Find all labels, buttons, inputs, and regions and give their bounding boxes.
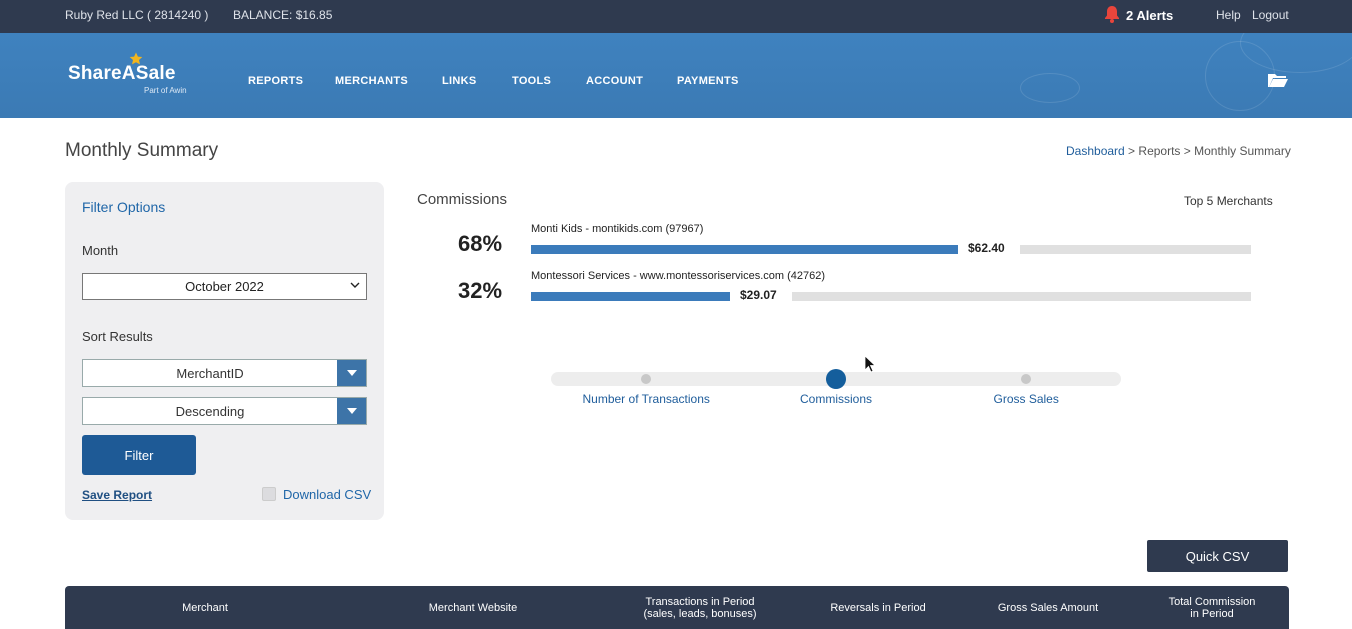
quick-csv-button[interactable]: Quick CSV xyxy=(1147,540,1288,572)
folder-icon[interactable] xyxy=(1267,71,1289,94)
caret-down-icon[interactable] xyxy=(337,360,366,386)
breadcrumb-separator: > xyxy=(1124,144,1139,158)
toggle-option-number-of-transactions[interactable]: Number of Transactions xyxy=(582,392,710,406)
alerts-label: 2 Alerts xyxy=(1126,8,1174,23)
sort-field-select[interactable]: MerchantID xyxy=(82,359,367,387)
caret-down-icon[interactable] xyxy=(337,398,366,424)
commission-value: $62.40 xyxy=(968,241,1005,255)
decoration xyxy=(1020,73,1080,103)
commission-bar xyxy=(531,245,958,254)
filter-title: Filter Options xyxy=(82,199,166,215)
month-label: Month xyxy=(82,243,119,258)
filter-button[interactable]: Filter xyxy=(82,435,196,475)
nav-tools[interactable]: TOOLS xyxy=(512,75,552,87)
table-column-header[interactable]: Merchant xyxy=(182,601,228,614)
mouse-cursor-icon xyxy=(864,355,877,378)
nav-payments[interactable]: PAYMENTS xyxy=(677,75,739,87)
balance: BALANCE: $16.85 xyxy=(233,8,333,22)
sort-field-value: MerchantID xyxy=(176,365,244,381)
download-csv-label[interactable]: Download CSV xyxy=(283,487,372,502)
chevron-down-icon xyxy=(350,280,360,293)
account-name: Ruby Red LLC ( 2814240 ) xyxy=(65,8,209,22)
top-merchants-label: Top 5 Merchants xyxy=(1184,194,1273,208)
logout-link[interactable]: Logout xyxy=(1252,8,1289,22)
sort-order-select[interactable]: Descending xyxy=(82,397,367,425)
bell-icon xyxy=(1104,5,1120,26)
sort-order-value: Descending xyxy=(175,403,245,419)
toggle-dot-number-of-transactions[interactable] xyxy=(641,374,651,384)
breadcrumb-reports[interactable]: Reports xyxy=(1138,144,1181,158)
merchant-label: Montessori Services - www.montessoriserv… xyxy=(531,270,826,282)
chart-title: Commissions xyxy=(417,191,508,208)
help-link[interactable]: Help xyxy=(1216,8,1241,22)
merchant-percent: 32% xyxy=(458,278,503,303)
filter-panel: Filter Options Month October 2022 Sort R… xyxy=(65,182,384,520)
toggle-dot-commissions[interactable] xyxy=(826,369,846,389)
download-csv-checkbox[interactable] xyxy=(262,487,276,501)
breadcrumb-dashboard[interactable]: Dashboard xyxy=(1066,144,1125,158)
main-nav: ShareASale Part of Awin REPORTS MERCHANT… xyxy=(0,33,1352,118)
nav-account[interactable]: ACCOUNT xyxy=(586,75,644,87)
commission-bar xyxy=(531,292,730,301)
table-column-header[interactable]: Reversals in Period xyxy=(830,601,926,614)
breadcrumb: Dashboard > Reports > Monthly Summary xyxy=(1066,144,1291,158)
commission-bar-track xyxy=(1020,245,1251,254)
save-report-link[interactable]: Save Report xyxy=(82,488,153,502)
toggle-option-commissions[interactable]: Commissions xyxy=(800,392,873,406)
merchant-percent: 68% xyxy=(458,231,503,256)
top-bar: Ruby Red LLC ( 2814240 ) BALANCE: $16.85… xyxy=(0,0,1352,33)
toggle-option-gross-sales[interactable]: Gross Sales xyxy=(993,392,1059,406)
logo[interactable]: ShareASale xyxy=(68,63,176,84)
merchant-label: Monti Kids - montikids.com (97967) xyxy=(531,223,704,235)
logo-subtitle: Part of Awin xyxy=(144,86,187,95)
table-column-header[interactable]: Total Commission in Period xyxy=(1168,595,1256,620)
breadcrumb-current: Monthly Summary xyxy=(1194,144,1291,158)
commission-value: $29.07 xyxy=(740,288,777,302)
table-column-header[interactable]: Gross Sales Amount xyxy=(997,601,1099,614)
commission-bar-track xyxy=(792,292,1251,301)
sort-label: Sort Results xyxy=(82,329,153,344)
page-title: Monthly Summary xyxy=(65,140,219,161)
table-column-header[interactable]: Merchant Website xyxy=(428,601,518,614)
nav-reports[interactable]: REPORTS xyxy=(248,75,304,87)
month-select[interactable]: October 2022 xyxy=(82,273,367,300)
table-column-header[interactable]: Transactions in Period (sales, leads, bon… xyxy=(643,595,757,620)
month-value: October 2022 xyxy=(185,279,264,294)
breadcrumb-separator: > xyxy=(1180,144,1195,158)
nav-merchants[interactable]: MERCHANTS xyxy=(335,75,408,87)
star-icon xyxy=(129,52,143,71)
table-header: Merchant Merchant Website Transactions in … xyxy=(65,586,1289,629)
toggle-dot-gross-sales[interactable] xyxy=(1021,374,1031,384)
nav-links[interactable]: LINKS xyxy=(442,75,477,87)
alerts-link[interactable]: 2 Alerts xyxy=(1104,5,1173,26)
